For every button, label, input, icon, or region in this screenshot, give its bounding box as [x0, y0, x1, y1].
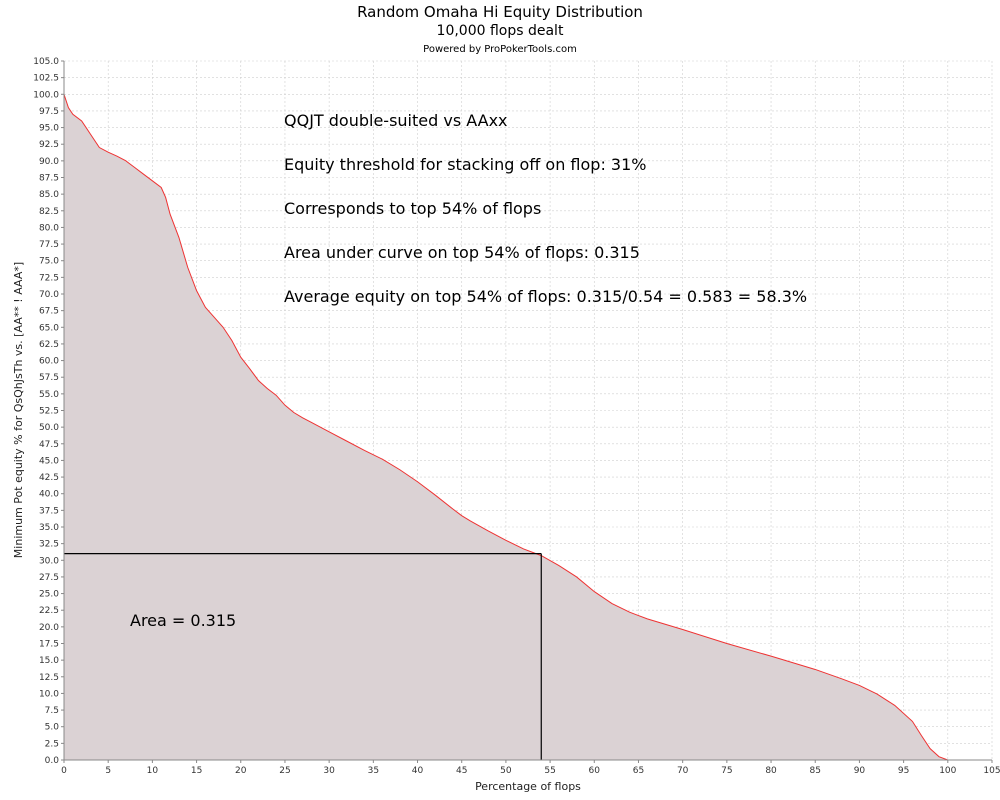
annotation-matchup: QQJT double-suited vs AAxx: [284, 111, 508, 130]
x-tick-label: 55: [544, 766, 555, 776]
y-tick-label: 40.0: [39, 490, 59, 500]
y-tick-label: 85.0: [39, 190, 59, 200]
x-tick-label: 80: [765, 766, 777, 776]
y-tick-label: 25.0: [39, 590, 59, 600]
x-tick-label: 15: [191, 766, 202, 776]
equity-curve-line: [63, 94, 948, 761]
y-tick-label: 55.0: [39, 390, 59, 400]
y-tick-label: 42.5: [39, 473, 59, 483]
x-tick-label: 70: [677, 766, 689, 776]
y-tick-label: 90.0: [39, 157, 59, 167]
y-tick-label: 15.0: [39, 656, 59, 666]
y-axis-label: Minimum Pot equity % for QsQhJsTh vs. [A…: [12, 262, 25, 558]
y-tick-label: 65.0: [39, 323, 59, 333]
y-tick-label: 27.5: [39, 573, 59, 583]
y-tick-label: 75.0: [39, 257, 59, 267]
y-tick-label: 5.0: [45, 723, 60, 733]
y-tick-label: 50.0: [39, 423, 59, 433]
x-tick-label: 25: [279, 766, 290, 776]
annotation-threshold: Equity threshold for stacking off on flo…: [284, 155, 646, 174]
y-tick-label: 97.5: [39, 107, 59, 117]
y-tick-label: 10.0: [39, 689, 59, 699]
y-tick-label: 77.5: [39, 240, 59, 250]
x-tick-label: 60: [589, 766, 601, 776]
x-tick-label: 50: [500, 766, 512, 776]
y-tick-label: 57.5: [39, 373, 59, 383]
y-tick-label: 30.0: [39, 556, 59, 566]
x-tick-label: 75: [721, 766, 732, 776]
y-tick-label: 95.0: [39, 124, 59, 134]
annotation-top-flops: Corresponds to top 54% of flops: [284, 199, 541, 218]
x-tick-label: 35: [368, 766, 379, 776]
x-tick-label: 105: [983, 766, 1000, 776]
x-tick-label: 85: [810, 766, 821, 776]
x-tick-label: 10: [147, 766, 159, 776]
x-tick-label: 95: [898, 766, 909, 776]
chart-title: Random Omaha Hi Equity Distribution: [357, 3, 643, 21]
y-tick-label: 92.5: [39, 140, 59, 150]
x-tick-label: 20: [235, 766, 247, 776]
y-tick-label: 60.0: [39, 357, 59, 367]
y-tick-label: 52.5: [39, 407, 59, 417]
y-axis-ticks: 0.0 2.5 5.0 7.5 10.0 12.5 15.0 17.5 20.0 22.5 25.0…: [33, 57, 64, 766]
y-tick-label: 17.5: [39, 640, 59, 650]
x-tick-label: 0: [61, 766, 67, 776]
x-axis-label: Percentage of flops: [475, 780, 581, 793]
y-tick-label: 20.0: [39, 623, 59, 633]
x-tick-label: 100: [939, 766, 956, 776]
annotations: QQJT double-suited vs AAxx Equity thresh…: [130, 111, 807, 630]
annotation-area: Area under curve on top 54% of flops: 0.…: [284, 243, 640, 262]
y-tick-label: 82.5: [39, 207, 59, 217]
y-tick-label: 62.5: [39, 340, 59, 350]
area-label: Area = 0.315: [130, 611, 236, 630]
chart-subtitle: 10,000 flops dealt: [437, 23, 564, 39]
y-tick-label: 37.5: [39, 506, 59, 516]
x-tick-label: 30: [323, 766, 335, 776]
x-tick-label: 40: [412, 766, 424, 776]
y-tick-label: 47.5: [39, 440, 59, 450]
y-tick-label: 7.5: [45, 706, 59, 716]
y-tick-label: 45.0: [39, 456, 59, 466]
y-tick-label: 32.5: [39, 540, 59, 550]
y-tick-label: 67.5: [39, 307, 59, 317]
x-tick-label: 65: [633, 766, 644, 776]
y-tick-label: 102.5: [33, 74, 59, 84]
area-fill: [64, 94, 948, 761]
y-tick-label: 70.0: [39, 290, 59, 300]
y-tick-label: 0.0: [45, 756, 60, 766]
y-tick-label: 12.5: [39, 673, 59, 683]
y-tick-label: 22.5: [39, 606, 59, 616]
annotation-average: Average equity on top 54% of flops: 0.31…: [284, 287, 807, 306]
y-tick-label: 72.5: [39, 273, 59, 283]
x-tick-label: 5: [105, 766, 111, 776]
y-tick-label: 35.0: [39, 523, 59, 533]
y-tick-label: 100.0: [33, 90, 59, 100]
x-tick-label: 45: [456, 766, 467, 776]
y-tick-label: 87.5: [39, 174, 59, 184]
chart-credit: Powered by ProPokerTools.com: [423, 44, 577, 55]
y-tick-label: 80.0: [39, 223, 59, 233]
y-tick-label: 2.5: [45, 739, 59, 749]
x-tick-label: 90: [854, 766, 866, 776]
x-axis-ticks: 0 5 10 15 20 25 30 35 40 45 50 55 60 65 70 75 80 85 90 95 10…: [61, 760, 1000, 776]
y-tick-label: 105.0: [33, 57, 59, 67]
